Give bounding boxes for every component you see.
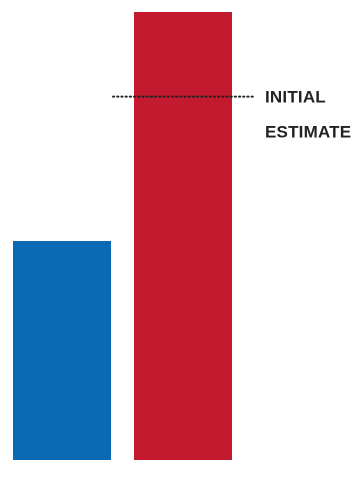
initial-estimate-label: INITIAL ESTIMATE bbox=[265, 88, 351, 142]
bar-2 bbox=[134, 12, 232, 460]
bars-group bbox=[13, 12, 232, 460]
bar-1 bbox=[13, 240, 111, 460]
initial-estimate-label-line-2: ESTIMATE bbox=[265, 123, 351, 142]
initial-estimate-label-line-1: INITIAL bbox=[265, 88, 326, 107]
